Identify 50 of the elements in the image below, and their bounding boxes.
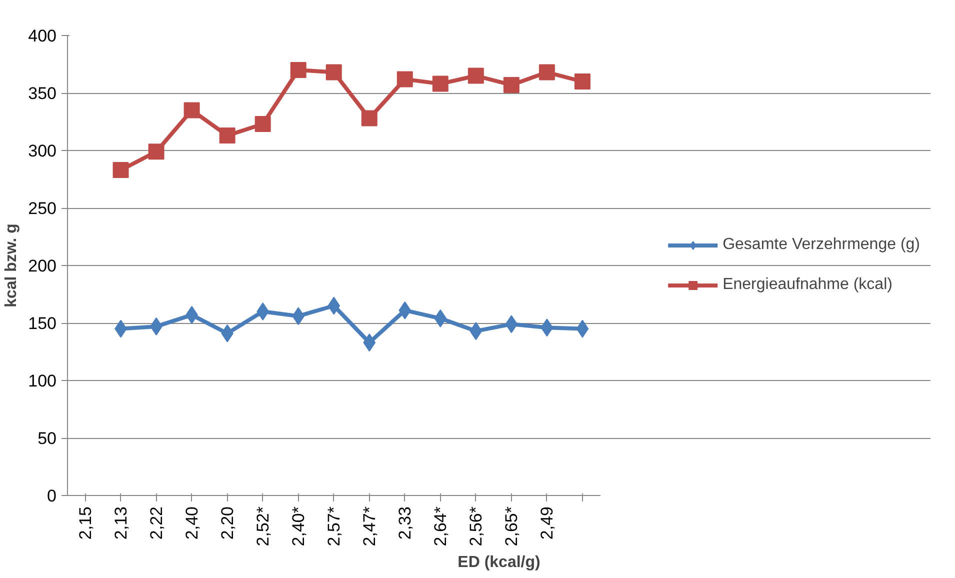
x-axis-title: ED (kcal/g) bbox=[458, 554, 540, 572]
y-tick-label: 100 bbox=[28, 372, 57, 390]
point bbox=[148, 144, 164, 160]
point bbox=[503, 76, 520, 93]
x-tick-label: 2,52* bbox=[253, 506, 272, 546]
point bbox=[470, 322, 482, 340]
x-tick-label: 2,56* bbox=[466, 506, 486, 546]
y-tick-label: 250 bbox=[28, 199, 57, 218]
y-tick-label: 50 bbox=[38, 429, 57, 448]
x-tick-label: 2,65* bbox=[502, 506, 521, 546]
point bbox=[363, 334, 376, 352]
x-tick-label: 2,47* bbox=[360, 506, 379, 546]
x-tick-label: 2,40 bbox=[182, 506, 202, 540]
point bbox=[468, 68, 484, 84]
point bbox=[292, 307, 305, 326]
point bbox=[434, 309, 447, 328]
x-tick-label: 2,57* bbox=[324, 506, 344, 546]
point bbox=[112, 162, 129, 178]
x-tick-label: 2,22 bbox=[146, 506, 166, 540]
x-tick-label: 2,49 bbox=[537, 506, 556, 540]
point bbox=[396, 71, 413, 88]
point bbox=[326, 64, 342, 80]
point bbox=[505, 315, 518, 334]
point bbox=[538, 64, 555, 80]
y-tick-label: 350 bbox=[28, 84, 57, 103]
y-tick-label: 0 bbox=[47, 486, 57, 506]
y-tick-label: 400 bbox=[28, 26, 57, 46]
y-axis-title: kcal bzw. g bbox=[3, 224, 20, 308]
x-tick-label: 2,15 bbox=[76, 506, 95, 540]
point bbox=[432, 76, 448, 92]
y-tick-label: 150 bbox=[28, 314, 57, 333]
legend-label: Energieaufnahme (kcal) bbox=[722, 276, 892, 294]
point bbox=[328, 296, 340, 315]
x-tick-label: 2,33 bbox=[395, 506, 414, 540]
point bbox=[574, 74, 590, 90]
x-tick-label: 2,20 bbox=[218, 506, 237, 540]
x-tick-label: 2,40* bbox=[288, 506, 308, 546]
legend-label: Gesamte Verzehrmenge (g) bbox=[722, 236, 920, 254]
x-tick-label: 2,13 bbox=[111, 506, 130, 540]
point bbox=[361, 110, 378, 126]
y-tick-label: 300 bbox=[28, 142, 57, 160]
point bbox=[398, 301, 412, 320]
point bbox=[254, 116, 271, 132]
x-tick-label: 2,64* bbox=[430, 506, 450, 546]
point bbox=[184, 102, 200, 118]
y-tick-label: 200 bbox=[28, 256, 57, 276]
point bbox=[540, 318, 554, 337]
point bbox=[219, 128, 236, 144]
point bbox=[576, 320, 589, 338]
point bbox=[290, 62, 306, 78]
